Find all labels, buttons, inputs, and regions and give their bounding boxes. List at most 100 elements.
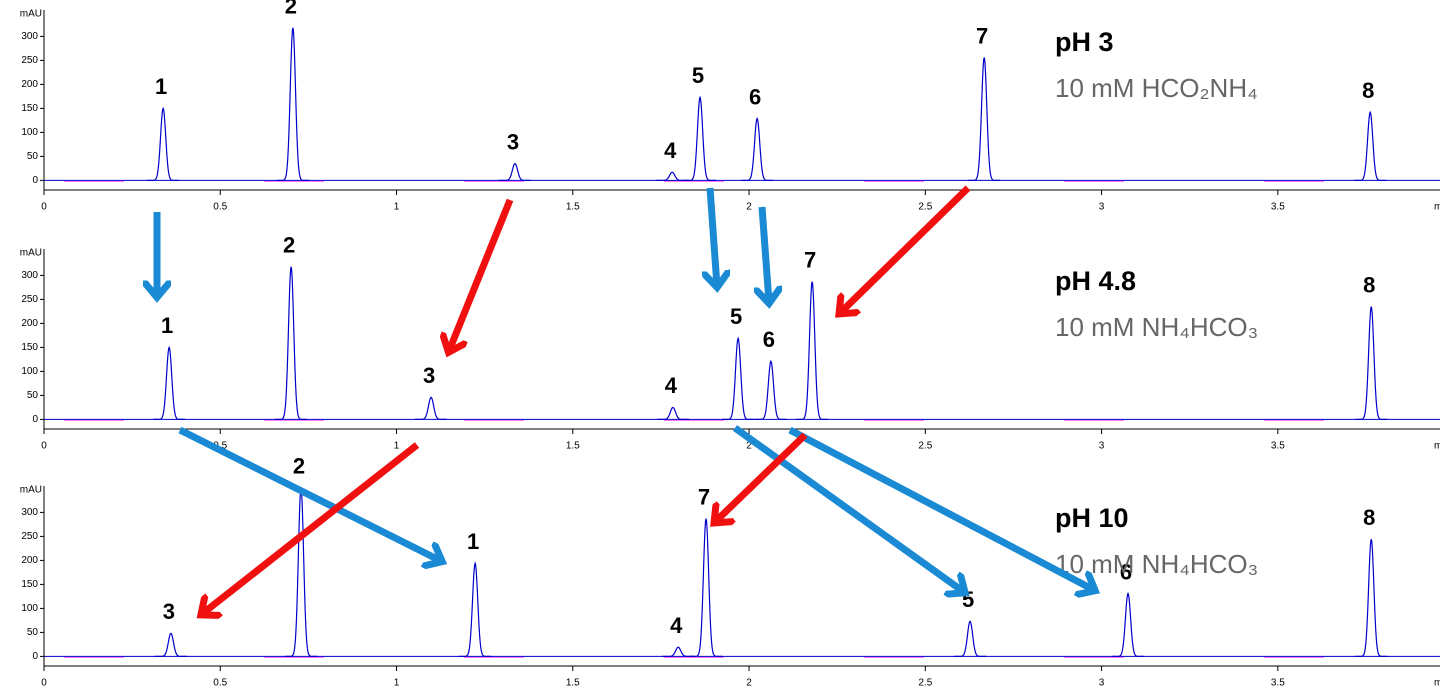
condition-subtitle: 10 mM NH₄HCO₃ (1055, 312, 1258, 342)
y-tick-label: 150 (21, 103, 38, 114)
condition-title: pH 4.8 (1055, 266, 1136, 296)
y-axis-label: mAU (20, 9, 42, 20)
peak-label: 8 (1363, 272, 1375, 297)
peak-label: 3 (423, 363, 435, 388)
shift-arrow (788, 426, 1094, 590)
peak-label: 2 (285, 0, 297, 19)
x-tick-label: 3 (1099, 678, 1105, 689)
x-tick-label: 1.5 (566, 441, 580, 452)
x-tick-label: 0 (41, 678, 47, 689)
shift-arrow (710, 187, 717, 286)
peak (722, 336, 755, 420)
peak (276, 27, 309, 181)
peak (656, 171, 689, 181)
x-axis-label: min (1434, 202, 1440, 213)
peak (656, 406, 689, 420)
peak (153, 345, 186, 420)
peak-label: 7 (804, 247, 816, 272)
peak (754, 359, 787, 420)
panels: mAUmin05010015020025030000.511.522.533.5… (20, 0, 1440, 689)
peak (741, 116, 774, 181)
peak (1355, 306, 1388, 420)
peak (415, 396, 448, 420)
condition-subtitle: 10 mM NH₄HCO₃ (1055, 549, 1258, 579)
shift-arrow (840, 185, 971, 313)
peak-label: 3 (507, 129, 519, 154)
x-tick-label: 0.5 (213, 202, 227, 213)
y-tick-label: 50 (27, 627, 39, 638)
peak (154, 632, 187, 657)
peak (459, 561, 492, 657)
peak-label: 1 (467, 529, 479, 554)
peak (1112, 592, 1145, 657)
peak (690, 518, 723, 657)
shift-arrow (732, 425, 964, 592)
x-tick-label: 3.5 (1271, 202, 1285, 213)
x-tick-label: 2 (746, 441, 752, 452)
shift-arrow (715, 432, 808, 522)
arrows (157, 185, 1094, 614)
x-tick-label: 2.5 (918, 441, 932, 452)
y-tick-label: 250 (21, 531, 38, 542)
x-tick-label: 0 (41, 202, 47, 213)
y-tick-label: 250 (21, 55, 38, 66)
y-tick-label: 150 (21, 342, 38, 353)
y-axis-label: mAU (20, 485, 42, 496)
peak (1354, 110, 1387, 181)
x-tick-label: 3 (1099, 202, 1105, 213)
x-tick-label: 2.5 (918, 202, 932, 213)
x-tick-label: 3.5 (1271, 678, 1285, 689)
peak-label: 6 (749, 84, 761, 109)
peak-label: 6 (1120, 559, 1132, 584)
x-tick-label: 0.5 (213, 441, 227, 452)
y-tick-label: 300 (21, 270, 38, 281)
y-axis-label: mAU (20, 248, 42, 259)
peak (275, 266, 308, 420)
peak-label: 3 (163, 599, 175, 624)
x-axis-label: min (1434, 678, 1440, 689)
y-tick-label: 0 (32, 651, 38, 662)
peak-label: 6 (763, 327, 775, 352)
x-tick-label: 1.5 (566, 678, 580, 689)
peak (968, 57, 1001, 181)
y-tick-label: 100 (21, 603, 38, 614)
shift-arrow (449, 198, 514, 351)
x-tick-label: 0 (41, 441, 47, 452)
x-tick-label: 3.5 (1271, 441, 1285, 452)
y-tick-label: 250 (21, 294, 38, 305)
condition-title: pH 3 (1055, 27, 1114, 57)
y-tick-label: 200 (21, 318, 38, 329)
peak-label: 2 (283, 233, 295, 258)
x-axis-label: min (1434, 441, 1440, 452)
y-tick-label: 300 (21, 507, 38, 518)
x-tick-label: 0.5 (213, 678, 227, 689)
peak-label: 5 (730, 304, 742, 329)
x-tick-label: 2 (746, 202, 752, 213)
peak (662, 646, 695, 657)
shift-arrow (178, 426, 441, 561)
peak-label: 7 (976, 23, 988, 48)
x-tick-label: 1 (394, 441, 400, 452)
peak-label: 5 (692, 63, 704, 88)
peak (684, 95, 717, 181)
shift-arrow (202, 442, 420, 614)
y-tick-label: 150 (21, 579, 38, 590)
x-tick-label: 2.5 (918, 678, 932, 689)
y-tick-label: 50 (27, 390, 39, 401)
peak (1355, 539, 1388, 657)
peak-label: 4 (665, 373, 678, 398)
y-tick-label: 0 (32, 414, 38, 425)
y-tick-label: 200 (21, 79, 38, 90)
peak-label: 1 (155, 74, 167, 99)
x-tick-label: 1.5 (566, 202, 580, 213)
peak-label: 4 (670, 613, 683, 638)
peak (954, 620, 987, 657)
y-tick-label: 50 (27, 151, 39, 162)
peak-label: 8 (1362, 78, 1374, 103)
chromatogram-panel: mAU min 0 50 100 150 200 250 300 0 0.5 1 1.5 2 2.5 3 3.5… (20, 0, 1440, 213)
shift-arrow (762, 206, 769, 302)
chromatogram-panel: mAU min 0 50 100 150 200 250 300 0 0.5 1 1.5 2 2.5 3 3.5… (20, 233, 1440, 452)
chromatogram-panel: mAU min 0 50 100 150 200 250 300 0 0.5 1 1.5 2 2.5 3 3.5… (20, 453, 1440, 689)
y-tick-label: 100 (21, 366, 38, 377)
